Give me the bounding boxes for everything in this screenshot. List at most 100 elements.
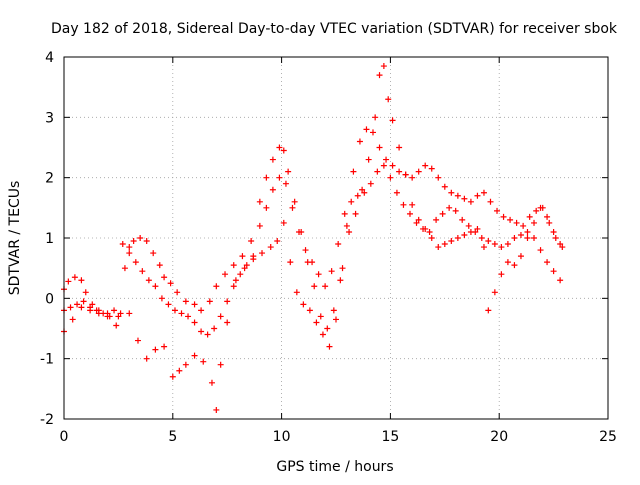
data-point [115, 313, 122, 320]
data-point [204, 331, 211, 338]
data-point [461, 195, 468, 202]
data-point [315, 271, 322, 278]
data-point [211, 325, 218, 332]
data-point [280, 219, 287, 226]
data-point [176, 367, 183, 374]
data-point [158, 295, 165, 302]
data-point [282, 180, 289, 187]
data-point [372, 114, 379, 121]
data-point [426, 228, 433, 235]
data-point [374, 168, 381, 175]
data-point [367, 180, 374, 187]
data-point [198, 328, 205, 335]
data-point [544, 213, 551, 220]
data-point [80, 298, 87, 305]
data-point [71, 274, 78, 281]
data-point [267, 244, 274, 251]
data-point [230, 283, 237, 290]
data-point [328, 268, 335, 275]
data-point [69, 316, 76, 323]
data-point [213, 406, 220, 413]
data-point [396, 168, 403, 175]
data-point [533, 207, 540, 214]
data-point [348, 198, 355, 205]
data-point [285, 168, 292, 175]
data-point [322, 283, 329, 290]
plot-frame [63, 56, 609, 420]
data-point [422, 162, 429, 169]
data-point [448, 238, 455, 245]
data-point [280, 147, 287, 154]
data-point [428, 165, 435, 172]
data-point [380, 63, 387, 70]
data-point [182, 361, 189, 368]
data-point [439, 210, 446, 217]
axis-ticks: 0 5 10 15 20 25 -2 -1 0 1 2 3 4 [40, 50, 617, 445]
data-point [137, 235, 144, 241]
data-point [526, 213, 533, 220]
data-point [67, 304, 74, 311]
data-point [132, 259, 139, 266]
data-point [217, 313, 224, 320]
data-point [369, 129, 376, 136]
data-point [95, 310, 102, 317]
data-point [415, 168, 422, 175]
data-point [78, 304, 85, 311]
y-tick-label: 2 [45, 171, 54, 187]
data-point [520, 222, 527, 229]
data-points [61, 63, 566, 413]
data-point [224, 298, 231, 305]
data-point [500, 213, 507, 220]
data-point [178, 310, 185, 317]
data-point [524, 228, 531, 235]
data-point [422, 225, 429, 232]
data-point [428, 235, 435, 241]
data-point [311, 283, 318, 290]
data-point [65, 278, 72, 285]
data-point [474, 192, 481, 199]
data-point [487, 198, 494, 205]
data-point [491, 289, 498, 296]
data-point [339, 265, 346, 272]
data-point [400, 201, 407, 208]
data-point [461, 231, 468, 238]
data-point [296, 228, 303, 235]
grid [64, 57, 608, 419]
data-point [326, 343, 333, 350]
y-tick-label: 0 [45, 291, 54, 307]
x-axis-label: GPS time / hours [276, 459, 393, 475]
data-point [119, 241, 126, 248]
data-point [550, 268, 557, 275]
data-point [513, 219, 520, 226]
data-point [111, 307, 118, 314]
data-point [161, 343, 168, 350]
data-point [537, 204, 544, 211]
data-point [352, 210, 359, 217]
data-point [319, 331, 326, 338]
data-point [174, 289, 181, 296]
data-point [480, 244, 487, 251]
data-point [250, 256, 257, 263]
data-point [256, 222, 263, 229]
data-point [396, 144, 403, 151]
data-point [143, 238, 150, 245]
data-point [474, 225, 481, 232]
data-point [441, 241, 448, 248]
x-tick-label: 0 [60, 429, 69, 445]
data-point [289, 204, 296, 211]
data-point [237, 271, 244, 278]
data-point [387, 174, 394, 181]
data-point [494, 207, 501, 214]
data-point [454, 192, 461, 199]
chart-title: Day 182 of 2018, Sidereal Day-to-day VTE… [51, 21, 618, 37]
data-point [559, 244, 566, 251]
data-point [150, 250, 157, 257]
data-point [302, 247, 309, 254]
data-point [191, 319, 198, 326]
data-point [93, 307, 100, 314]
data-point [165, 301, 172, 308]
data-point [363, 126, 370, 133]
data-point [546, 219, 553, 226]
data-point [126, 250, 133, 257]
